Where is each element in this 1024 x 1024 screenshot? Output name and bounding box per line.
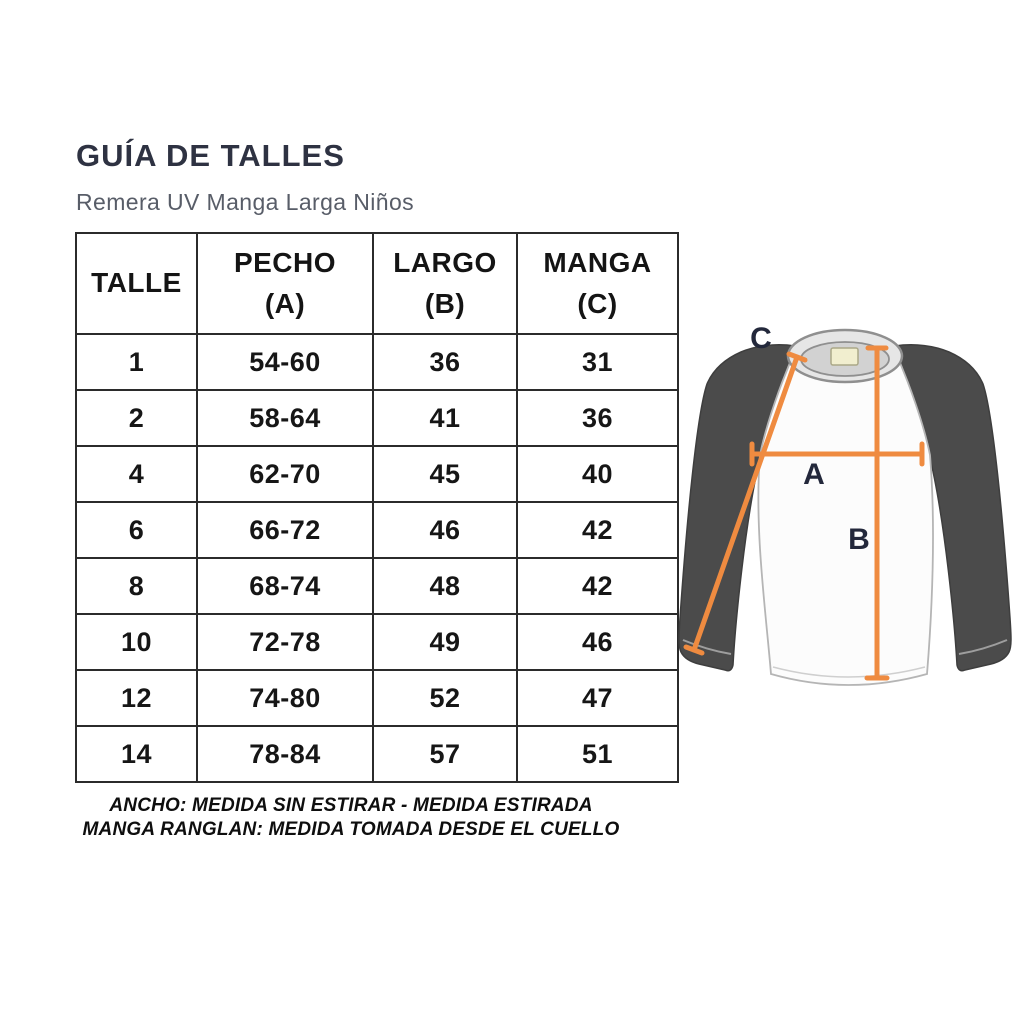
column-header-largo: LARGO (B) — [372, 232, 518, 335]
cell-pecho: 74-80 — [196, 669, 374, 727]
column-header-manga: MANGA (C) — [516, 232, 679, 335]
column-sublabel: (A) — [264, 287, 306, 319]
table-row: 8 68-74 48 42 — [75, 557, 679, 615]
table-body: 1 54-60 36 31 2 58-64 41 36 4 62-70 45 4… — [75, 333, 679, 783]
cell-manga: 40 — [516, 445, 679, 503]
page-subtitle: Remera UV Manga Larga Niños — [76, 189, 415, 215]
column-sublabel: (B) — [424, 287, 466, 319]
table-row: 10 72-78 49 46 — [75, 613, 679, 671]
diagram-label-a: A — [803, 458, 825, 491]
cell-pecho: 66-72 — [196, 501, 374, 559]
cell-manga: 47 — [516, 669, 679, 727]
right-cuff-line — [958, 639, 1008, 655]
left-cuff-line — [682, 639, 732, 655]
cell-talle: 6 — [75, 501, 198, 559]
cell-talle: 8 — [75, 557, 198, 615]
table-row: 14 78-84 57 51 — [75, 725, 679, 783]
table-header: TALLE PECHO (A) LARGO (B) MANGA (C) — [75, 232, 679, 335]
table-row: 2 58-64 41 36 — [75, 389, 679, 447]
cell-manga: 51 — [516, 725, 679, 783]
table-header-row: TALLE PECHO (A) LARGO (B) MANGA (C) — [75, 232, 679, 335]
cell-pecho: 62-70 — [196, 445, 374, 503]
cell-manga: 31 — [516, 333, 679, 391]
cell-manga: 36 — [516, 389, 679, 447]
table-row: 1 54-60 36 31 — [75, 333, 679, 391]
measurement-notes: ANCHO: MEDIDA SIN ESTIRAR - MEDIDA ESTIR… — [45, 794, 657, 842]
collar-tag — [830, 347, 859, 366]
diagram-label-b: B — [848, 523, 870, 556]
note-manga-raglan: MANGA RANGLAN: MEDIDA TOMADA DESDE EL CU… — [82, 819, 620, 840]
cell-talle: 1 — [75, 333, 198, 391]
cell-largo: 46 — [372, 501, 518, 559]
cell-pecho: 54-60 — [196, 333, 374, 391]
cell-pecho: 68-74 — [196, 557, 374, 615]
table-row: 12 74-80 52 47 — [75, 669, 679, 727]
cell-largo: 45 — [372, 445, 518, 503]
measure-line-c — [683, 351, 808, 656]
cell-talle: 4 — [75, 445, 198, 503]
cell-pecho: 78-84 — [196, 725, 374, 783]
hem-line — [772, 666, 926, 678]
column-label: LARGO — [393, 246, 497, 278]
cell-talle: 14 — [75, 725, 198, 783]
column-label: MANGA — [543, 246, 652, 278]
shirt-right-sleeve — [894, 344, 1012, 672]
diagram-label-c: C — [750, 322, 772, 355]
measure-line-a — [749, 441, 925, 467]
shirt-measurement-diagram: C A B — [675, 318, 1015, 713]
cell-talle: 10 — [75, 613, 198, 671]
column-label: TALLE — [91, 267, 182, 299]
column-header-pecho: PECHO (A) — [196, 232, 374, 335]
cell-manga: 42 — [516, 557, 679, 615]
cell-pecho: 72-78 — [196, 613, 374, 671]
cell-talle: 2 — [75, 389, 198, 447]
column-sublabel: (C) — [577, 287, 618, 319]
cell-talle: 12 — [75, 669, 198, 727]
page-title: GUÍA DE TALLES — [76, 138, 345, 173]
column-header-talle: TALLE — [75, 232, 198, 335]
table-row: 4 62-70 45 40 — [75, 445, 679, 503]
shirt-left-sleeve — [678, 344, 796, 672]
note-ancho: ANCHO: MEDIDA SIN ESTIRAR - MEDIDA ESTIR… — [109, 795, 593, 816]
cell-largo: 57 — [372, 725, 518, 783]
cell-largo: 36 — [372, 333, 518, 391]
cell-largo: 52 — [372, 669, 518, 727]
size-guide-table: TALLE PECHO (A) LARGO (B) MANGA (C) 1 54-60… — [75, 232, 679, 783]
cell-pecho: 58-64 — [196, 389, 374, 447]
table-row: 6 66-72 46 42 — [75, 501, 679, 559]
column-label: PECHO — [233, 246, 337, 278]
cell-largo: 41 — [372, 389, 518, 447]
cell-manga: 46 — [516, 613, 679, 671]
cell-largo: 48 — [372, 557, 518, 615]
cell-largo: 49 — [372, 613, 518, 671]
cell-manga: 42 — [516, 501, 679, 559]
measure-line-b — [864, 345, 890, 681]
